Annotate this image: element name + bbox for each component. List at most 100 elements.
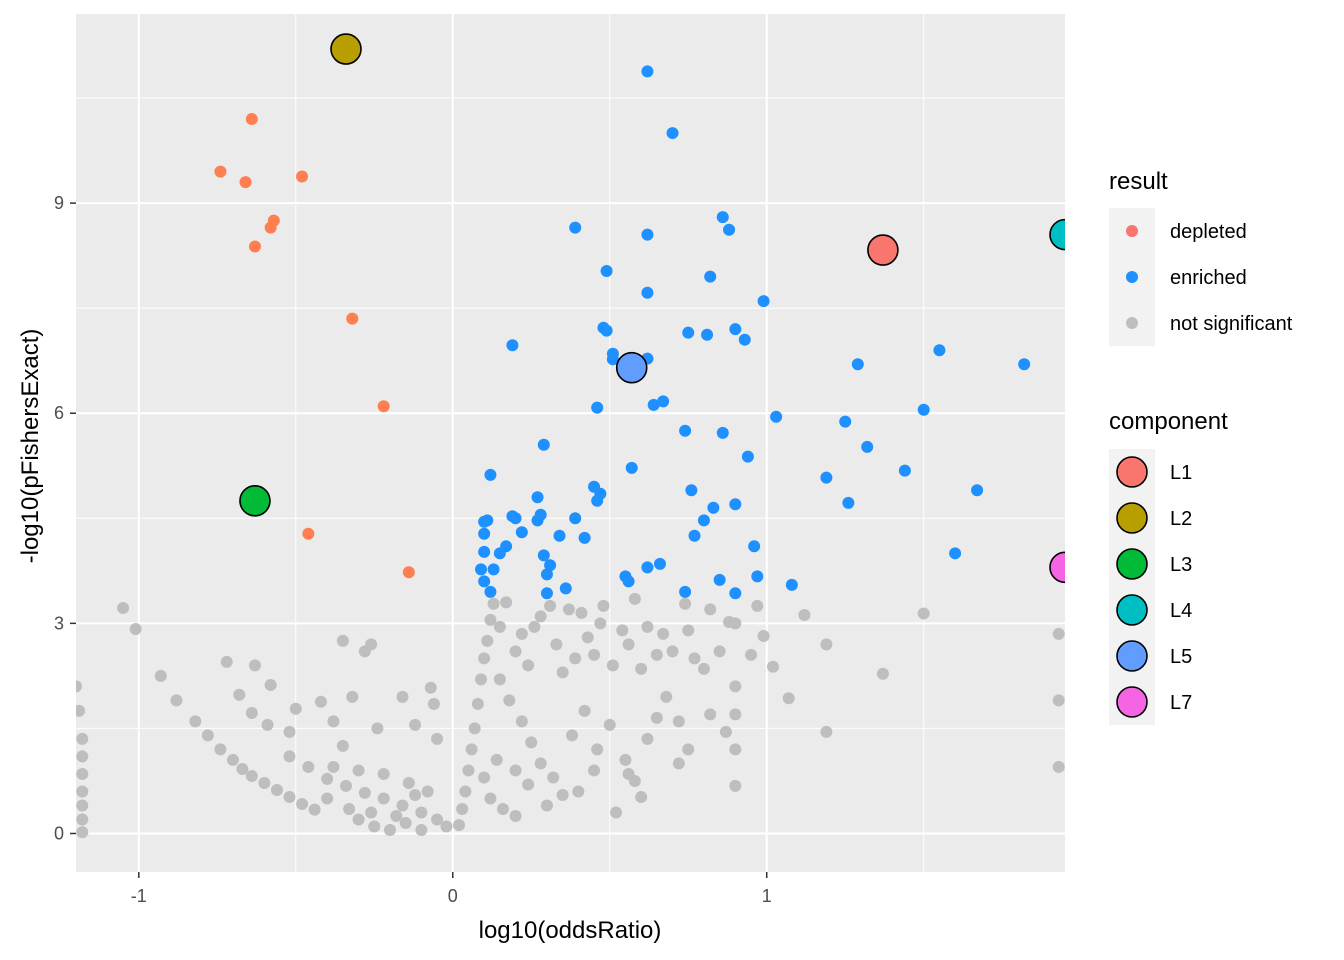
point-not-significant	[76, 813, 89, 826]
point-not-significant	[468, 722, 481, 735]
point-not-significant	[515, 715, 528, 728]
point-not-significant	[628, 592, 641, 605]
point-not-significant	[226, 753, 239, 766]
point-not-significant	[170, 694, 183, 707]
point-depleted	[296, 170, 309, 183]
point-not-significant	[352, 764, 365, 777]
point-enriched	[606, 353, 619, 366]
point-not-significant	[248, 659, 261, 672]
point-enriched	[741, 450, 754, 463]
point-depleted	[248, 240, 261, 253]
point-not-significant	[484, 613, 497, 626]
point-not-significant	[622, 638, 635, 651]
plot-panel	[76, 14, 1065, 872]
point-depleted	[214, 165, 227, 178]
point-enriched	[478, 527, 491, 540]
point-enriched	[578, 531, 591, 544]
point-enriched	[481, 514, 494, 527]
point-not-significant	[594, 617, 607, 630]
point-enriched	[842, 496, 855, 509]
point-not-significant	[650, 648, 663, 661]
point-enriched	[716, 426, 729, 439]
point-not-significant	[220, 655, 233, 668]
x-tick-label: 0	[448, 886, 458, 906]
point-not-significant	[76, 704, 86, 717]
point-not-significant	[396, 799, 409, 812]
point-not-significant	[917, 607, 930, 620]
point-not-significant	[672, 715, 685, 728]
point-enriched	[748, 540, 761, 553]
point-not-significant	[704, 708, 717, 721]
point-not-significant	[657, 627, 670, 640]
point-not-significant	[399, 816, 412, 829]
point-not-significant	[456, 802, 469, 815]
point-not-significant	[245, 770, 258, 783]
point-enriched	[591, 401, 604, 414]
point-not-significant	[820, 638, 833, 651]
point-enriched	[697, 514, 710, 527]
point-depleted	[302, 527, 315, 540]
point-enriched	[682, 326, 695, 339]
point-enriched	[531, 491, 544, 504]
point-enriched	[657, 395, 670, 408]
x-axis: -1 0 1	[131, 872, 772, 906]
point-not-significant	[666, 645, 679, 658]
point-enriched	[701, 328, 714, 341]
point-enriched	[540, 587, 553, 600]
point-not-significant	[729, 617, 742, 630]
point-enriched	[487, 563, 500, 576]
point-not-significant	[672, 757, 685, 770]
point-enriched	[493, 547, 506, 560]
point-not-significant	[697, 662, 710, 675]
point-not-significant	[635, 791, 648, 804]
y-tick-label: 9	[54, 193, 64, 213]
point-not-significant	[522, 659, 535, 672]
point-enriched	[785, 578, 798, 591]
point-not-significant	[641, 732, 654, 745]
point-not-significant	[478, 771, 491, 784]
point-enriched	[506, 339, 519, 352]
point-enriched	[515, 526, 528, 539]
point-enriched	[484, 585, 497, 598]
x-axis-title: log10(oddsRatio)	[479, 917, 662, 944]
point-not-significant	[358, 786, 371, 799]
point-not-significant	[321, 792, 334, 805]
point-enriched	[971, 484, 984, 497]
point-enriched	[553, 529, 566, 542]
point-not-significant	[493, 673, 506, 686]
point-enriched	[851, 358, 864, 371]
y-tick-label: 0	[54, 823, 64, 843]
point-not-significant	[729, 708, 742, 721]
point-enriched	[949, 547, 962, 560]
point-not-significant	[233, 688, 246, 701]
legend-key-l4	[1116, 594, 1148, 626]
point-enriched	[757, 295, 770, 308]
point-not-significant	[660, 690, 673, 703]
point-not-significant	[509, 764, 522, 777]
point-not-significant	[729, 680, 742, 693]
point-not-significant	[641, 620, 654, 633]
component-point-l2	[330, 33, 362, 65]
point-enriched	[679, 585, 692, 598]
point-not-significant	[258, 777, 271, 790]
legend-label: L3	[1170, 554, 1192, 576]
point-not-significant	[525, 736, 538, 749]
point-not-significant	[336, 634, 349, 647]
point-not-significant	[336, 739, 349, 752]
legend-label: not significant	[1170, 313, 1293, 335]
point-not-significant	[76, 767, 89, 780]
point-enriched	[559, 582, 572, 595]
point-not-significant	[704, 603, 717, 616]
component-point-l5	[615, 351, 648, 384]
y-tick-label: 6	[54, 403, 64, 423]
point-enriched	[537, 549, 550, 562]
point-enriched	[716, 211, 729, 224]
point-not-significant	[544, 599, 557, 612]
legend-key-enriched	[1126, 271, 1138, 283]
point-not-significant	[383, 823, 396, 836]
point-not-significant	[201, 729, 214, 742]
point-not-significant	[365, 806, 378, 819]
point-not-significant	[462, 764, 475, 777]
point-not-significant	[534, 757, 547, 770]
point-enriched	[679, 424, 692, 437]
